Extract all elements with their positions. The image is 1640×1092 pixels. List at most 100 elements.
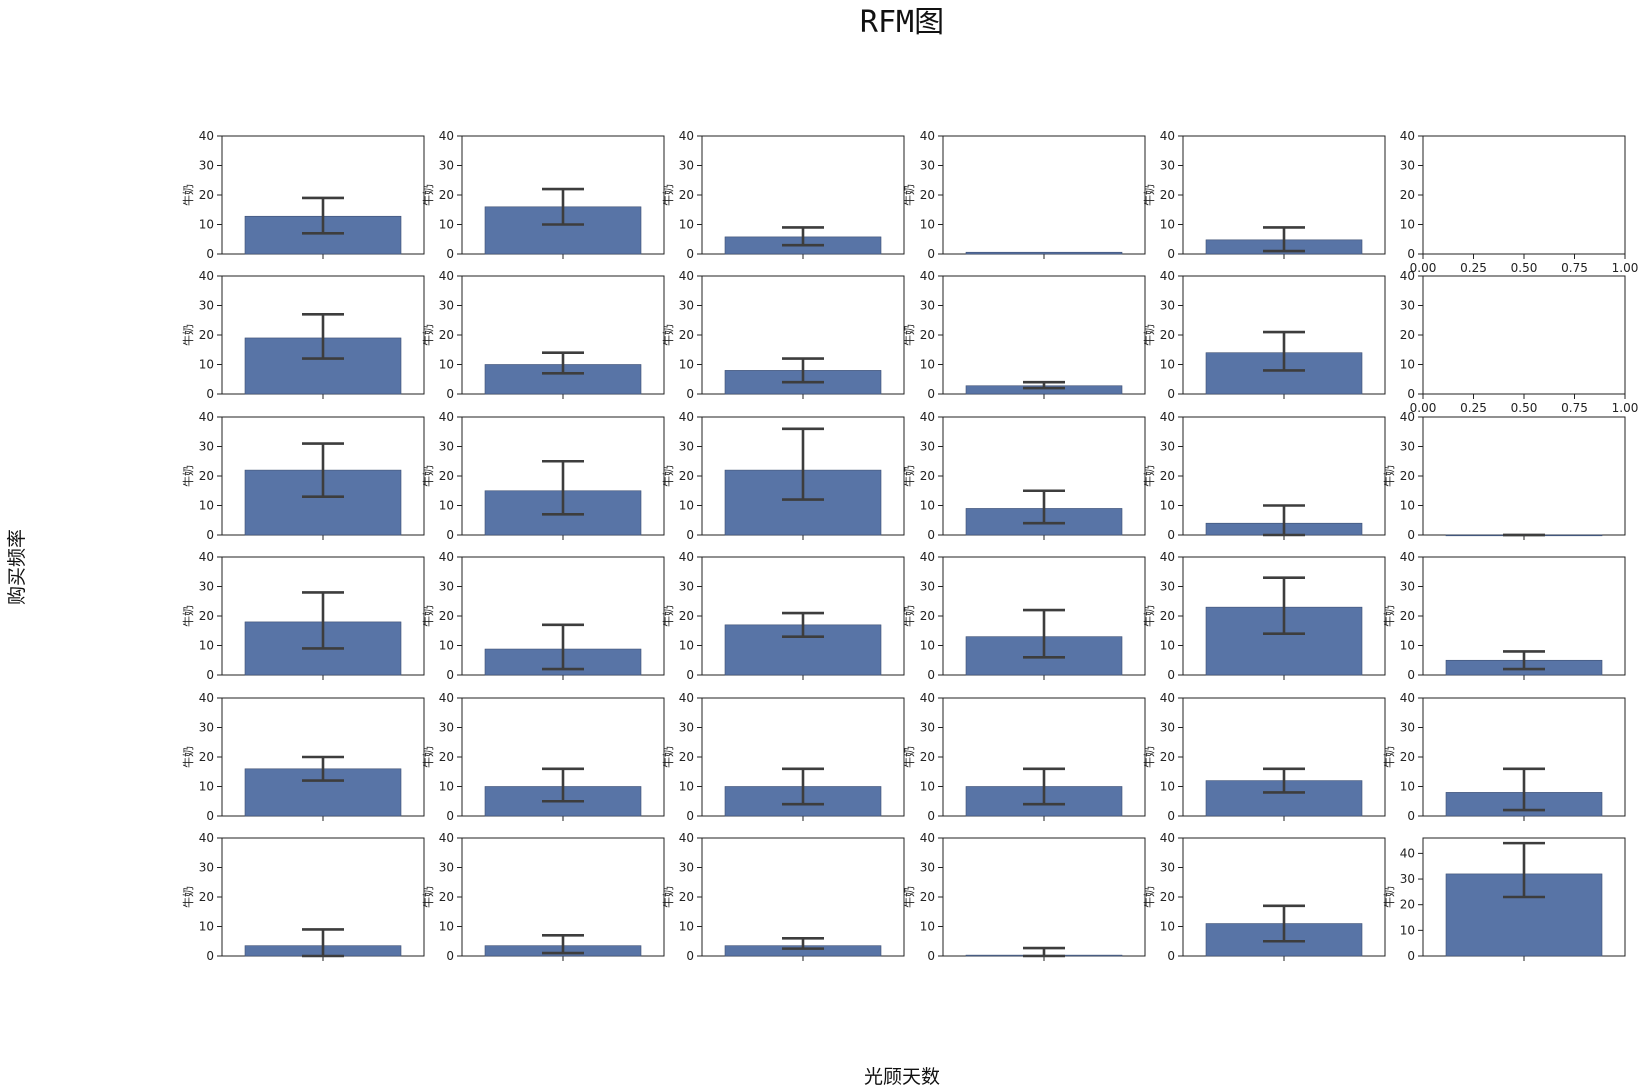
y-tick-label: 10 [199,499,214,513]
y-tick-label: 40 [920,831,935,845]
y-tick-label: 30 [679,159,694,173]
y-tick-label: 10 [439,358,454,372]
y-tick-label: 0 [686,528,694,542]
subplot-y-label: 牛奶 [1382,746,1396,768]
y-tick-label: 10 [679,780,694,794]
plot-frame [942,135,1146,255]
y-tick-label: 40 [439,269,454,283]
subplot-y-label: 牛奶 [902,324,916,346]
y-tick-label: 10 [1400,923,1415,937]
subplot-r1-c3: 0 10 20 30 40 牛奶 [902,269,1146,401]
y-tick-label: 40 [439,410,454,424]
y-tick-label: 0 [206,809,214,823]
x-tick-label: 0.75 [1561,401,1588,415]
y-tick-label: 10 [920,218,935,232]
subplot-y-label: 牛奶 [181,605,195,627]
y-tick-label: 30 [679,721,694,735]
y-tick-label: 30 [1160,721,1175,735]
y-tick-label: 40 [1400,550,1415,564]
y-tick-label: 10 [439,920,454,934]
y-tick-label: 30 [679,299,694,313]
y-tick-label: 20 [920,328,935,342]
y-tick-label: 30 [1160,159,1175,173]
y-tick-label: 30 [679,861,694,875]
y-tick-label: 0 [1407,809,1415,823]
y-tick-label: 20 [439,750,454,764]
y-tick-label: 40 [1160,831,1175,845]
y-tick-label: 10 [199,639,214,653]
y-tick-label: 10 [920,358,935,372]
subplot-y-label: 牛奶 [1142,465,1156,487]
y-tick-label: 40 [439,831,454,845]
y-tick-label: 30 [1400,721,1415,735]
y-tick-label: 20 [920,188,935,202]
y-tick-label: 0 [927,247,935,261]
y-tick-label: 30 [199,721,214,735]
subplot-r3-c2: 0 10 20 30 40 牛奶 [661,550,905,682]
y-tick-label: 0 [1167,668,1175,682]
plot-frame [942,275,1146,395]
subplot-r2-c0: 0 10 20 30 40 牛奶 [181,410,425,542]
y-tick-label: 20 [679,750,694,764]
y-tick-label: 0 [1407,528,1415,542]
y-tick-label: 40 [199,410,214,424]
y-tick-label: 0 [206,949,214,963]
y-tick-label: 20 [1400,469,1415,483]
y-tick-label: 20 [199,750,214,764]
y-tick-label: 0 [446,247,454,261]
subplot-r4-c0: 0 10 20 30 40 牛奶 [181,691,425,823]
subplot-y-label: 牛奶 [421,184,435,206]
y-tick-label: 30 [439,159,454,173]
y-tick-label: 10 [679,218,694,232]
y-tick-label: 20 [920,609,935,623]
y-tick-label: 20 [1400,328,1415,342]
y-tick-label: 10 [679,358,694,372]
y-tick-label: 10 [1400,780,1415,794]
x-tick-label: 0.25 [1460,401,1487,415]
y-tick-label: 0 [686,668,694,682]
x-tick-label: 0.25 [1460,261,1487,275]
y-tick-label: 30 [920,861,935,875]
y-tick-label: 10 [199,218,214,232]
y-tick-label: 40 [1400,269,1415,283]
y-tick-label: 40 [199,550,214,564]
subplot-r1-c2: 0 10 20 30 40 牛奶 [661,269,905,401]
subplot-r4-c2: 0 10 20 30 40 牛奶 [661,691,905,823]
y-tick-label: 40 [920,550,935,564]
y-tick-label: 20 [1160,469,1175,483]
y-tick-label: 40 [199,129,214,143]
plot-frame [942,837,1146,957]
y-tick-label: 10 [920,639,935,653]
y-tick-label: 20 [199,469,214,483]
y-tick-label: 0 [927,528,935,542]
subplot-r3-c5: 0 10 20 30 40 牛奶 [1382,550,1626,682]
subplot-r0-c2: 0 10 20 30 40 牛奶 [661,129,905,261]
y-tick-label: 30 [439,721,454,735]
subplot-y-label: 牛奶 [1142,886,1156,908]
figure-x-axis-label: 光顾天数 [864,1066,940,1088]
y-tick-label: 30 [679,580,694,594]
y-tick-label: 10 [1160,358,1175,372]
y-tick-label: 10 [1400,218,1415,232]
bar [965,251,1123,255]
y-tick-label: 10 [1160,639,1175,653]
y-tick-label: 10 [920,780,935,794]
y-tick-label: 40 [679,550,694,564]
y-tick-label: 30 [1160,580,1175,594]
y-tick-label: 0 [446,387,454,401]
y-tick-label: 10 [920,499,935,513]
y-tick-label: 40 [1160,410,1175,424]
y-tick-label: 20 [1160,609,1175,623]
y-tick-label: 30 [920,299,935,313]
subplot-r5-c2: 0 10 20 30 40 牛奶 [661,831,905,963]
subplot-r1-c1: 0 10 20 30 40 牛奶 [421,269,665,401]
y-tick-label: 20 [439,188,454,202]
subplot-y-label: 牛奶 [421,465,435,487]
plot-frame [1422,275,1626,395]
y-tick-label: 20 [199,890,214,904]
subplot-r4-c5: 0 10 20 30 40 牛奶 [1382,691,1626,823]
subplot-r0-c0: 0 10 20 30 40 牛奶 [181,129,425,261]
y-tick-label: 0 [686,809,694,823]
subplot-r5-c5: 0 10 20 30 40 牛奶 [1382,837,1626,963]
